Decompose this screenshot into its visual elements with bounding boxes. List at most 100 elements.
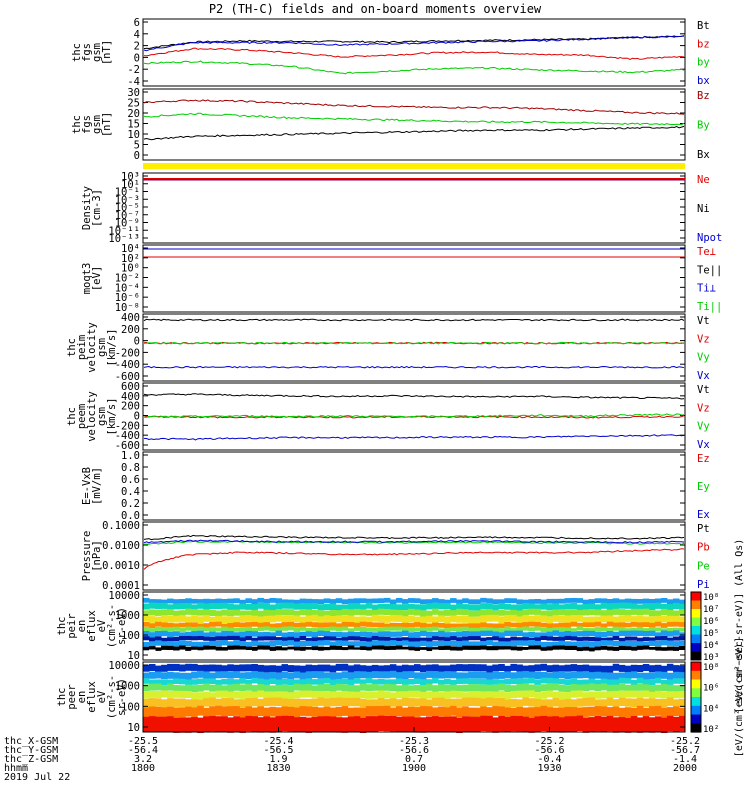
spectrogram-cell [281, 679, 288, 685]
spectrogram-cell [673, 598, 680, 604]
x-tick-label: -25.3 [399, 736, 429, 747]
spectrogram-cell [594, 716, 602, 732]
spectrogram-cell [673, 615, 680, 623]
spectrogram-cell [389, 707, 397, 718]
spectrogram-cell [516, 716, 523, 732]
spectrogram-cell [377, 627, 385, 632]
spectrogram-cell [642, 641, 650, 648]
spectrogram-cell [377, 661, 385, 665]
spectrogram-cell [588, 678, 596, 685]
spectrogram-cell [486, 598, 493, 604]
spectrogram-cell [179, 690, 186, 698]
spectrogram-cell [311, 698, 319, 707]
spectrogram-cell [377, 715, 385, 731]
spectrogram-cell [480, 592, 487, 600]
spectrogram-cell [329, 610, 337, 617]
colorbar-frame [690, 591, 702, 661]
spectrogram-cell [534, 599, 541, 604]
spectrogram-cell [552, 636, 559, 641]
legend-Pt: Pt [697, 523, 710, 535]
series-line-Vx [143, 434, 685, 441]
spectrogram-cell [576, 684, 584, 692]
spectrogram-cell [185, 598, 192, 604]
spectrogram-cell [636, 604, 644, 611]
spectrogram-cell [179, 645, 186, 650]
spectrogram-cell [149, 609, 156, 616]
spectrogram-cell [534, 685, 541, 693]
spectrogram-cell [377, 679, 385, 685]
spectrogram-cell [594, 641, 602, 647]
spectrogram-cell [149, 641, 156, 647]
spectrogram-cell [383, 715, 391, 732]
spectrogram-cell [624, 610, 632, 617]
colorbar-segment [691, 688, 701, 698]
y-tick-label: 10² [121, 253, 140, 265]
spectrogram-cell [299, 609, 307, 616]
spectrogram-cell [305, 706, 313, 717]
spectrogram-cell [660, 665, 668, 673]
spectrogram-cell [215, 598, 222, 604]
spectrogram-cell [444, 592, 451, 599]
y-axis-label: sr-eV) [116, 678, 128, 716]
spectrogram-cell [353, 671, 361, 679]
spectrogram-cell [414, 672, 421, 680]
spectrogram-cell [679, 690, 686, 698]
spectrogram-cell [191, 662, 198, 666]
spectrogram-cell [486, 646, 493, 651]
spectrogram-cell [317, 664, 325, 672]
spectrogram-band [143, 705, 686, 718]
spectrogram-cell [173, 593, 180, 600]
spectrogram-cell [492, 698, 499, 707]
spectrogram-cell [438, 603, 445, 610]
spectrogram-cell [648, 591, 656, 599]
spectrogram-cell [630, 671, 638, 679]
spectrogram-cell [426, 664, 433, 672]
spectrogram-cell [570, 690, 578, 698]
spectrogram-cell [576, 679, 584, 686]
spectrogram-cell [263, 622, 270, 627]
spectrogram-cell [227, 691, 234, 699]
spectrogram-cell [293, 615, 301, 623]
spectrogram-cell [510, 636, 517, 641]
spectrogram-cell [426, 641, 433, 647]
spectrogram-cell [317, 646, 325, 651]
spectrogram-cell [444, 645, 451, 650]
spectrogram-cell [305, 640, 313, 647]
spectrogram-cell [450, 615, 457, 623]
spectrogram-cell [347, 628, 355, 633]
spectrogram-cell [209, 678, 216, 684]
spectrogram-cell [420, 592, 427, 599]
spectrogram-cell [594, 684, 602, 692]
y-tick-label: 10¹ [121, 179, 140, 191]
spectrogram-cell [564, 692, 572, 700]
spectrogram-cell [305, 603, 313, 610]
spectrogram-cell [245, 603, 252, 610]
spectrogram-cell [383, 705, 391, 716]
spectrogram-cell [516, 640, 523, 646]
spectrogram-cell [510, 715, 517, 732]
spectrogram-cell [209, 716, 216, 732]
spectrogram-cell [365, 691, 373, 699]
spectrogram-cell [293, 665, 301, 673]
spectrogram-cell [347, 672, 355, 680]
spectrogram-cell [660, 608, 668, 615]
spectrogram-cell [528, 671, 535, 679]
spectrogram-cell [275, 662, 282, 666]
spectrogram-cell [612, 631, 620, 638]
spectrogram-cell [648, 610, 656, 617]
spectrogram-cell [630, 650, 638, 661]
spectrogram-cell [420, 630, 427, 637]
spectrogram-cell [450, 627, 457, 632]
spectrogram-cell [618, 664, 626, 672]
spectrogram-cell [245, 690, 252, 698]
spectrogram-cell [516, 678, 523, 685]
spectrogram-cell [293, 661, 301, 665]
spectrogram-cell [606, 697, 614, 706]
colorbar-tick-label: 10⁵ [703, 629, 719, 639]
spectrogram-cell [570, 598, 578, 603]
spectrogram-cell [498, 690, 505, 698]
spectrogram-cell [654, 716, 662, 732]
spectrogram-cell [486, 627, 493, 632]
spectrogram-cell [341, 615, 349, 622]
spectrogram-cell [576, 671, 584, 679]
